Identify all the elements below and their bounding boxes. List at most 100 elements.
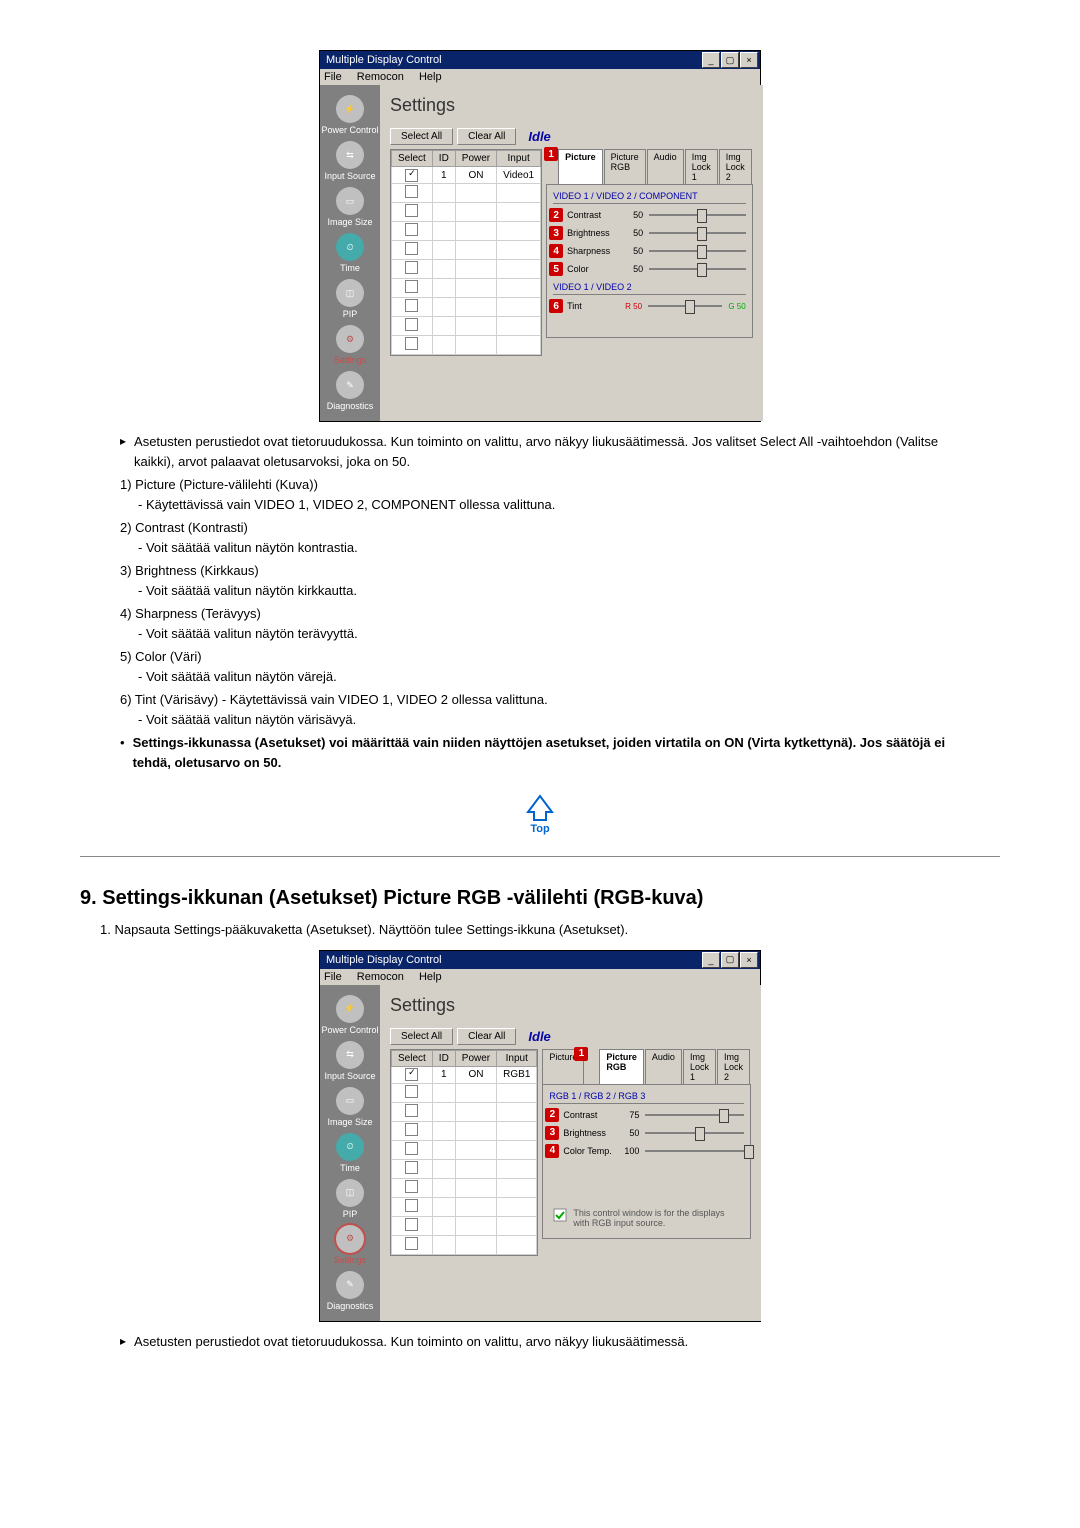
table-row[interactable]	[392, 1159, 537, 1178]
table-row[interactable]	[392, 1235, 537, 1254]
tab-imglock1[interactable]: Img Lock 1	[685, 149, 718, 184]
maximize-icon[interactable]: ▢	[721, 52, 739, 68]
clear-all-button[interactable]: Clear All	[457, 1028, 516, 1045]
tab-imglock2[interactable]: Img Lock 2	[717, 1049, 750, 1084]
slider-track[interactable]	[645, 1132, 744, 1134]
table-row[interactable]	[392, 1102, 537, 1121]
row-checkbox[interactable]	[405, 1142, 418, 1155]
sidebar-power-control[interactable]: ⚡Power Control	[320, 993, 380, 1037]
slider-sharpness[interactable]: 4Sharpness50	[553, 246, 746, 256]
minimize-icon[interactable]: _	[702, 952, 720, 968]
top-link[interactable]: Top	[80, 792, 1000, 836]
minimize-icon[interactable]: _	[702, 52, 720, 68]
row-checkbox[interactable]	[405, 1180, 418, 1193]
tab-audio[interactable]: Audio	[647, 149, 684, 184]
tab-imglock2[interactable]: Img Lock 2	[719, 149, 752, 184]
table-row[interactable]	[392, 1178, 537, 1197]
menu-file[interactable]: File	[324, 71, 342, 83]
close-icon[interactable]: ×	[740, 952, 758, 968]
table-row[interactable]	[392, 260, 541, 279]
sidebar-image-size[interactable]: ▭Image Size	[320, 1085, 380, 1129]
menu-file[interactable]: File	[324, 971, 342, 983]
table-row[interactable]	[392, 184, 541, 203]
row-checkbox[interactable]	[405, 1218, 418, 1231]
table-row[interactable]	[392, 1216, 537, 1235]
diagnostics-icon: ✎	[336, 371, 364, 399]
row-checkbox[interactable]	[405, 1199, 418, 1212]
slider-track[interactable]	[649, 232, 746, 234]
row-checkbox[interactable]	[405, 1237, 418, 1250]
table-row[interactable]	[392, 317, 541, 336]
maximize-icon[interactable]: ▢	[721, 952, 739, 968]
clear-all-button[interactable]: Clear All	[457, 128, 516, 145]
slider-track[interactable]	[649, 268, 746, 270]
row-checkbox[interactable]	[405, 169, 418, 182]
main-area: Settings Select All Clear All Idle Selec…	[380, 985, 761, 1321]
sidebar-diagnostics[interactable]: ✎Diagnostics	[320, 369, 380, 413]
menu-help[interactable]: Help	[419, 971, 442, 983]
slider-color[interactable]: 5Color50	[553, 264, 746, 274]
menu-remocon[interactable]: Remocon	[357, 971, 404, 983]
tab-picture-rgb[interactable]: Picture RGB	[599, 1049, 644, 1084]
row-checkbox[interactable]	[405, 280, 418, 293]
table-row[interactable]	[392, 241, 541, 260]
table-row[interactable]	[392, 279, 541, 298]
select-all-button[interactable]: Select All	[390, 128, 453, 145]
table-row[interactable]	[392, 203, 541, 222]
slider-brightness[interactable]: 3Brightness50	[553, 228, 746, 238]
slider-track[interactable]	[645, 1114, 744, 1116]
table-row[interactable]: 1 ON RGB1	[392, 1066, 537, 1083]
slider-contrast[interactable]: 2Contrast75	[549, 1110, 744, 1120]
imagesize-icon: ▭	[336, 187, 364, 215]
row-checkbox[interactable]	[405, 1104, 418, 1117]
tab-picture[interactable]: Picture	[558, 149, 603, 184]
table-row[interactable]	[392, 298, 541, 317]
row-checkbox[interactable]	[405, 204, 418, 217]
slider-track[interactable]	[645, 1150, 744, 1152]
sidebar-settings[interactable]: ⚙Settings	[320, 1223, 380, 1267]
sidebar-time[interactable]: ⏲Time	[320, 1131, 380, 1175]
sidebar-diagnostics[interactable]: ✎Diagnostics	[320, 1269, 380, 1313]
sidebar-pip[interactable]: ◫PIP	[320, 277, 380, 321]
slider-brightness[interactable]: 3Brightness50	[549, 1128, 744, 1138]
sidebar-time[interactable]: ⏲Time	[320, 231, 380, 275]
time-icon: ⏲	[336, 233, 364, 261]
slider-colortemp[interactable]: 4Color Temp.100	[549, 1146, 744, 1156]
slider-track[interactable]	[649, 250, 746, 252]
row-checkbox[interactable]	[405, 299, 418, 312]
table-row[interactable]	[392, 1083, 537, 1102]
slider-tint[interactable]: 6 Tint R 50 G 50	[553, 301, 746, 311]
row-checkbox[interactable]	[405, 185, 418, 198]
table-row[interactable]: 1 ON Video1	[392, 167, 541, 184]
row-checkbox[interactable]	[405, 1085, 418, 1098]
tab-picture-rgb[interactable]: Picture RGB	[604, 149, 646, 184]
table-row[interactable]	[392, 1140, 537, 1159]
table-row[interactable]	[392, 336, 541, 355]
slider-contrast[interactable]: 2Contrast50	[553, 210, 746, 220]
table-row[interactable]	[392, 222, 541, 241]
row-checkbox[interactable]	[405, 318, 418, 331]
sidebar-image-size[interactable]: ▭Image Size	[320, 185, 380, 229]
menu-help[interactable]: Help	[419, 71, 442, 83]
row-checkbox[interactable]	[405, 223, 418, 236]
sidebar-input-source[interactable]: ⇆Input Source	[320, 1039, 380, 1083]
row-checkbox[interactable]	[405, 337, 418, 350]
table-row[interactable]	[392, 1197, 537, 1216]
slider-track[interactable]	[649, 214, 746, 216]
tab-audio[interactable]: Audio	[645, 1049, 682, 1084]
menu-remocon[interactable]: Remocon	[357, 71, 404, 83]
select-all-button[interactable]: Select All	[390, 1028, 453, 1045]
sidebar-settings[interactable]: ⚙Settings	[320, 323, 380, 367]
sidebar-power-control[interactable]: ⚡Power Control	[320, 93, 380, 137]
slider-track[interactable]	[648, 305, 722, 307]
tab-imglock1[interactable]: Img Lock 1	[683, 1049, 716, 1084]
row-checkbox[interactable]	[405, 242, 418, 255]
sidebar-pip[interactable]: ◫PIP	[320, 1177, 380, 1221]
row-checkbox[interactable]	[405, 1161, 418, 1174]
close-icon[interactable]: ×	[740, 52, 758, 68]
sidebar-input-source[interactable]: ⇆Input Source	[320, 139, 380, 183]
row-checkbox[interactable]	[405, 1068, 418, 1081]
row-checkbox[interactable]	[405, 1123, 418, 1136]
table-row[interactable]	[392, 1121, 537, 1140]
row-checkbox[interactable]	[405, 261, 418, 274]
